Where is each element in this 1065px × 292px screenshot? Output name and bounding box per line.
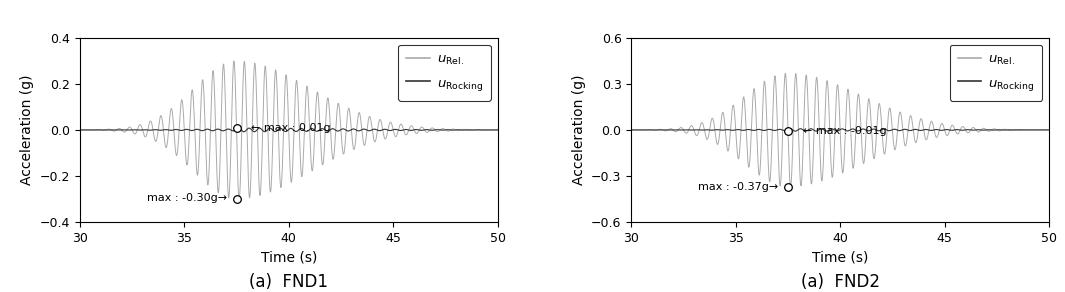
Text: (a)  FND2: (a) FND2 (801, 273, 880, 291)
Y-axis label: Acceleration (g): Acceleration (g) (572, 75, 586, 185)
Y-axis label: Acceleration (g): Acceleration (g) (20, 75, 34, 185)
Legend: $u_{\mathregular{Rel.}}$, $u_{\mathregular{Rocking}}$: $u_{\mathregular{Rel.}}$, $u_{\mathregul… (398, 45, 491, 101)
X-axis label: Time (s): Time (s) (812, 250, 868, 264)
Text: (a)  FND1: (a) FND1 (249, 273, 328, 291)
Text: max : -0.30g→: max : -0.30g→ (147, 193, 227, 203)
Text: ← max : 0.01g: ← max : 0.01g (251, 123, 331, 133)
Text: max : -0.37g→: max : -0.37g→ (699, 182, 779, 192)
Text: ← max : -0.01g: ← max : -0.01g (803, 126, 886, 136)
Legend: $u_{\mathregular{Rel.}}$, $u_{\mathregular{Rocking}}$: $u_{\mathregular{Rel.}}$, $u_{\mathregul… (950, 45, 1043, 101)
X-axis label: Time (s): Time (s) (261, 250, 317, 264)
